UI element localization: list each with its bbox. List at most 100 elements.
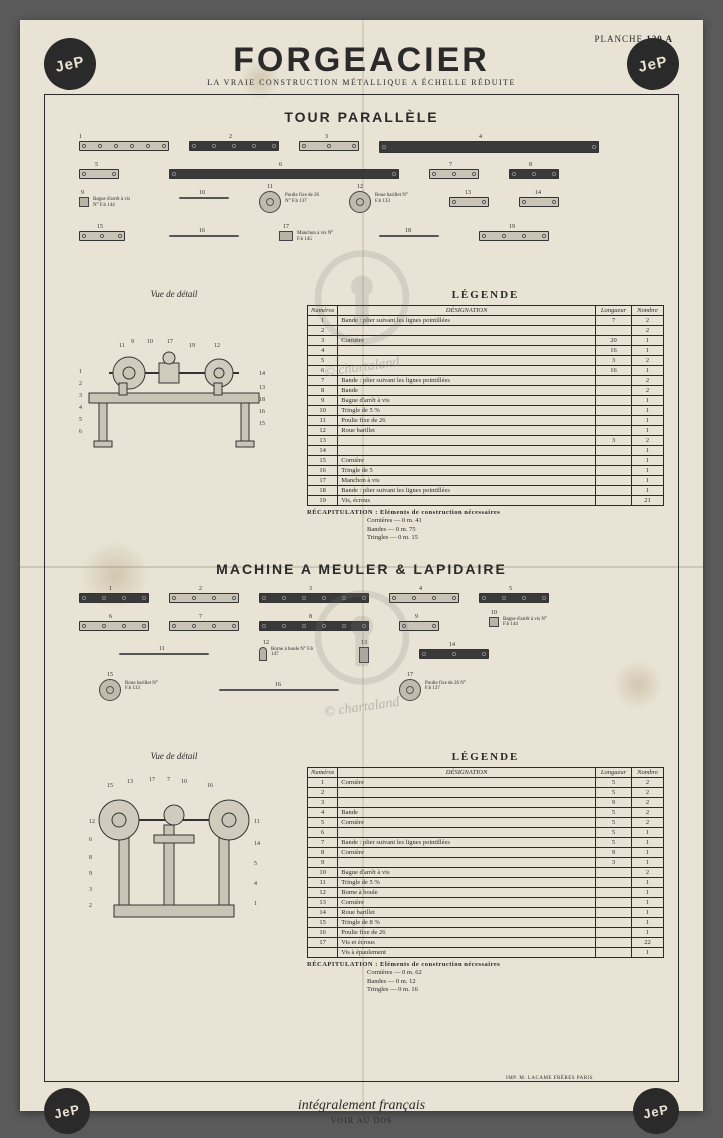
part-strip bbox=[419, 649, 489, 659]
part-num: 6 bbox=[109, 614, 112, 620]
legend-designation bbox=[338, 356, 596, 366]
legend-num: 11 bbox=[308, 877, 338, 887]
legend-length bbox=[596, 396, 632, 406]
table-row: 11Poulie fixe de 261 bbox=[308, 416, 664, 426]
legend-length bbox=[596, 456, 632, 466]
svg-text:16: 16 bbox=[207, 783, 213, 789]
legend-count: 1 bbox=[632, 927, 664, 937]
legend-count: 2 bbox=[632, 807, 664, 817]
part-strip bbox=[169, 593, 239, 603]
svg-text:16: 16 bbox=[259, 409, 265, 415]
legend-length bbox=[596, 917, 632, 927]
svg-text:10: 10 bbox=[147, 339, 153, 345]
legend-num: 10 bbox=[308, 406, 338, 416]
recap: RÉCAPITULATION : Eléments de constructio… bbox=[307, 509, 664, 543]
legend-designation: Bande : plier suivant les lignes pointil… bbox=[338, 486, 596, 496]
legend-count: 1 bbox=[632, 416, 664, 426]
legend-num: 17 bbox=[308, 476, 338, 486]
part-strip bbox=[389, 593, 459, 603]
legend-length: 5 bbox=[596, 827, 632, 837]
legend-num: 6 bbox=[308, 366, 338, 376]
part-num: 18 bbox=[405, 228, 411, 234]
legend-designation: Cornière bbox=[338, 336, 596, 346]
table-row: 1332 bbox=[308, 436, 664, 446]
legend-num: 6 bbox=[308, 827, 338, 837]
part-strip bbox=[79, 169, 119, 179]
part-num: 2 bbox=[199, 586, 202, 592]
legend-title: LÉGENDE bbox=[307, 751, 664, 763]
legend-designation bbox=[338, 446, 596, 456]
legend-num: 18 bbox=[308, 486, 338, 496]
legend-designation: Tringle de 5 % bbox=[338, 406, 596, 416]
legend-length: 9 bbox=[596, 847, 632, 857]
svg-text:8: 8 bbox=[89, 855, 92, 861]
legend-num: 9 bbox=[308, 396, 338, 406]
legend-num: 11 bbox=[308, 416, 338, 426]
legend-header-cell: DÉSIGNATION bbox=[338, 767, 596, 777]
legend-count: 1 bbox=[632, 847, 664, 857]
legend-count: 1 bbox=[632, 917, 664, 927]
legend-header-cell: Longueur bbox=[596, 306, 632, 316]
part-num: 15 bbox=[107, 672, 113, 678]
part-wheel bbox=[259, 191, 281, 213]
part-wheel bbox=[349, 191, 371, 213]
legend-designation: Cornière bbox=[338, 456, 596, 466]
part-rod bbox=[119, 653, 209, 655]
legend-length bbox=[596, 466, 632, 476]
legend-count: 1 bbox=[632, 346, 664, 356]
legend-designation: Cornière bbox=[338, 777, 596, 787]
legend-num: 14 bbox=[308, 907, 338, 917]
legend-num: 13 bbox=[308, 897, 338, 907]
part-strip bbox=[399, 621, 439, 631]
svg-text:5: 5 bbox=[254, 861, 257, 867]
legend-num: 15 bbox=[308, 917, 338, 927]
part-num: 17 bbox=[283, 224, 289, 230]
legend-num: 16 bbox=[308, 466, 338, 476]
legend-length bbox=[596, 476, 632, 486]
legend-num: 7 bbox=[308, 837, 338, 847]
legend-num: 4 bbox=[308, 346, 338, 356]
section2-title: MACHINE A MEULER & LAPIDAIRE bbox=[59, 561, 664, 577]
svg-text:14: 14 bbox=[254, 841, 260, 847]
legend-count: 21 bbox=[632, 496, 664, 506]
part-num: 9 bbox=[81, 190, 84, 196]
legend-count: 1 bbox=[632, 426, 664, 436]
svg-text:12: 12 bbox=[214, 343, 220, 349]
legend-length: 5 bbox=[596, 787, 632, 797]
legend-designation: Cornière bbox=[338, 847, 596, 857]
table-row: 17Manchon à vis1 bbox=[308, 476, 664, 486]
legend-count: 1 bbox=[632, 947, 664, 957]
legend-table: NumérosDÉSIGNATIONLongueurNombre 1Bande … bbox=[307, 305, 664, 506]
legend-num: 19 bbox=[308, 496, 338, 506]
part-strip bbox=[429, 169, 479, 179]
svg-text:13: 13 bbox=[127, 779, 133, 785]
part-num: 14 bbox=[535, 190, 541, 196]
part-strip bbox=[79, 231, 125, 241]
legend-num: 14 bbox=[308, 446, 338, 456]
part-num: 4 bbox=[479, 134, 482, 140]
part-num: 5 bbox=[95, 162, 98, 168]
part-strip bbox=[169, 621, 239, 631]
svg-text:15: 15 bbox=[107, 783, 113, 789]
svg-text:6: 6 bbox=[89, 837, 92, 843]
svg-text:11: 11 bbox=[254, 819, 260, 825]
voir-au-dos: VOIR AU DOS bbox=[90, 1116, 633, 1125]
legend-designation bbox=[338, 436, 596, 446]
section1-detail: Vue de détail bbox=[59, 289, 289, 543]
legend-length bbox=[596, 426, 632, 436]
legend-count: 1 bbox=[632, 336, 664, 346]
legend-length: 3 bbox=[596, 436, 632, 446]
legend-num: 5 bbox=[308, 356, 338, 366]
part-num: 13 bbox=[361, 640, 367, 646]
legend-length: 20 bbox=[596, 336, 632, 346]
section1-parts-diagram: 1 2 3 4 5 6 bbox=[59, 135, 664, 285]
grinder-illustration: 151317 71016 1268 932 11145 41 bbox=[59, 765, 289, 935]
legend-designation: Bande : plier suivant les lignes pointil… bbox=[338, 837, 596, 847]
part-num: 12 bbox=[263, 640, 269, 646]
part-wheel bbox=[99, 679, 121, 701]
part-caption: Poulie fixe de 26 N° F.b 137 bbox=[425, 681, 469, 692]
legend-designation bbox=[338, 346, 596, 356]
part-num: 9 bbox=[415, 614, 418, 620]
part-num: 14 bbox=[449, 642, 455, 648]
recap-line: Bandes — 0 m. 12 bbox=[307, 978, 664, 986]
